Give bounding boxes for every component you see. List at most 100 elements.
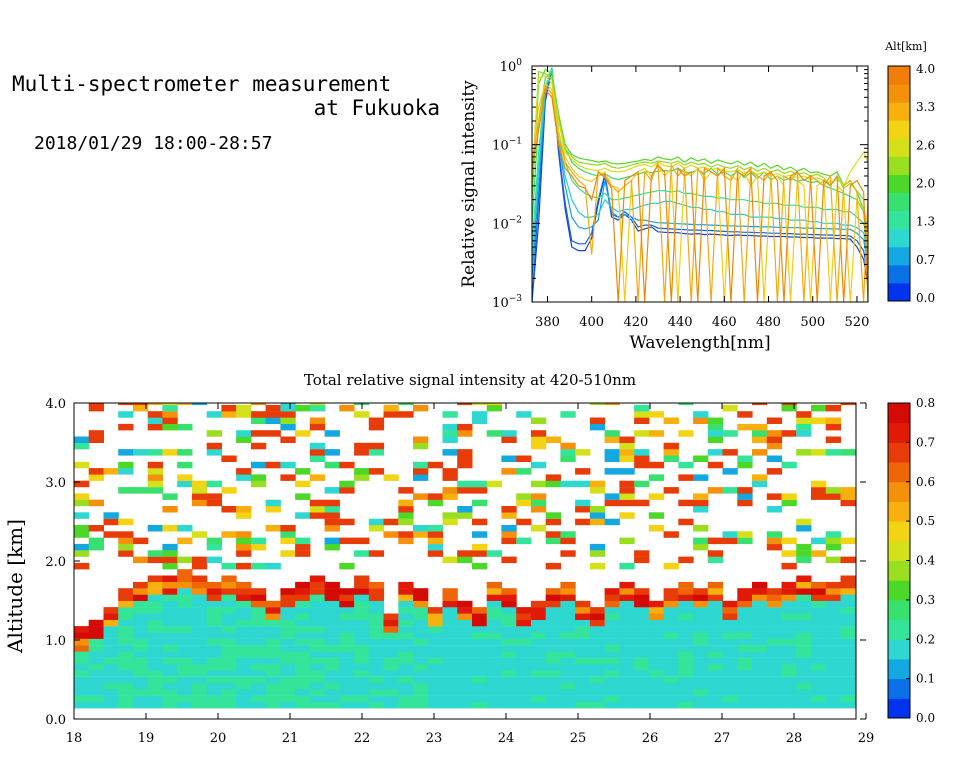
heatmap-cell <box>530 683 547 690</box>
heatmap-cell <box>766 430 783 437</box>
heatmap-cell <box>457 423 473 431</box>
heatmap-cell <box>324 449 340 456</box>
heatmap-cell <box>162 613 178 620</box>
heatmap-cell <box>678 607 694 614</box>
heatmap-cell <box>206 581 222 589</box>
heatmap-cell <box>133 556 149 564</box>
heatmap-cell <box>339 632 355 639</box>
heatmap-cell <box>221 638 237 646</box>
heatmap-cell <box>339 701 355 709</box>
heatmap-cell <box>236 676 252 684</box>
heatmap-cell <box>678 664 694 671</box>
heatmap-cell <box>648 461 665 469</box>
heatmap-cell <box>162 607 178 614</box>
heatmap-cell <box>177 537 193 545</box>
heatmap-cell <box>796 695 812 703</box>
heatmap-cell <box>383 664 399 671</box>
heatmap-cell <box>472 632 488 639</box>
heatmap-cell <box>236 474 252 481</box>
heatmap-cell <box>545 664 561 671</box>
heatmap-cell <box>560 626 576 633</box>
heatmap-cell <box>707 600 724 608</box>
heatmap-cell <box>383 638 399 646</box>
heatmap-cell <box>619 600 635 608</box>
heatmap-cell <box>118 550 134 557</box>
heatmap-cell <box>280 651 296 658</box>
heatmap-cell <box>604 468 620 475</box>
heatmap-cell <box>250 664 267 671</box>
heatmap-cell <box>383 695 399 703</box>
heatmap-cell <box>619 468 635 475</box>
heatmap-cell <box>840 695 856 703</box>
heatmap-cell <box>221 619 237 627</box>
heatmap-cell <box>442 626 458 633</box>
heatmap-cell <box>472 480 488 488</box>
heatmap-cell <box>501 657 517 665</box>
heatmap-cell <box>103 695 119 703</box>
heatmap-cell <box>383 657 399 665</box>
heatmap-cell <box>457 689 473 696</box>
heatmap-cell <box>486 670 502 677</box>
heatmap-cell <box>545 537 561 545</box>
heatmap-cell <box>825 404 841 412</box>
heatmap-cell <box>722 487 738 494</box>
heatmap-cell <box>457 683 473 690</box>
heatmap-cell <box>206 480 222 488</box>
heatmap-cell <box>413 531 429 538</box>
heatmap-cell <box>781 676 797 684</box>
heatmap-cell <box>280 594 296 601</box>
heatmap-cell <box>74 676 90 684</box>
heatmap-cell <box>457 613 473 620</box>
heatmap-y-tick-label: 0.0 <box>45 713 66 728</box>
heatmap-cell <box>309 626 326 633</box>
spectrum-plot-frame <box>531 65 869 303</box>
heatmap-cell <box>88 657 104 665</box>
heatmap-cell <box>781 594 797 601</box>
heatmap-cell <box>604 607 620 614</box>
heatmap-cell <box>383 632 399 639</box>
heatmap-cell <box>707 487 724 494</box>
heatmap-cell <box>339 657 355 665</box>
altitude-colorbar-tick-label: 0.0 <box>916 291 935 305</box>
heatmap-cell <box>398 403 414 406</box>
heatmap-cell <box>88 695 104 703</box>
heatmap-cell <box>707 607 724 614</box>
heatmap-cell <box>442 493 458 500</box>
heatmap-cell <box>722 701 738 709</box>
heatmap-cell <box>722 670 738 677</box>
heatmap-cell <box>427 613 444 620</box>
heatmap-cell <box>177 657 193 665</box>
heatmap-cell <box>589 506 606 513</box>
heatmap-cell <box>250 588 267 595</box>
heatmap-cell <box>560 550 576 557</box>
heatmap-cell <box>133 701 149 709</box>
heatmap-cell <box>766 594 783 601</box>
heatmap-cell <box>766 645 783 652</box>
heatmap-cell <box>206 600 222 608</box>
heatmap-cell <box>840 594 856 601</box>
heatmap-cell <box>737 487 753 494</box>
heatmap-cell <box>162 701 178 709</box>
heatmap-cell <box>88 701 104 709</box>
heatmap-cell <box>147 683 163 690</box>
heatmap-cell <box>206 588 222 595</box>
heatmap-cell <box>398 531 414 538</box>
heatmap-cell <box>442 695 458 703</box>
heatmap-cell <box>501 619 517 627</box>
heatmap-cell <box>545 638 561 646</box>
heatmap-y-tick-label: 4.0 <box>45 397 66 412</box>
heatmap-cell <box>147 670 163 677</box>
heatmap-cell <box>501 436 517 443</box>
heatmap-cell <box>604 430 620 437</box>
heatmap-cell <box>737 651 753 658</box>
heatmap-cell <box>383 670 399 677</box>
heatmap-cell <box>545 531 561 538</box>
heatmap-cell <box>707 550 724 557</box>
heatmap-cell <box>516 411 532 418</box>
heatmap-cell <box>383 676 399 684</box>
heatmap-cell <box>368 468 385 475</box>
heatmap-cell <box>147 645 163 652</box>
heatmap-cell <box>796 701 812 709</box>
heatmap-cell <box>825 651 841 658</box>
heatmap-cell <box>324 581 340 589</box>
